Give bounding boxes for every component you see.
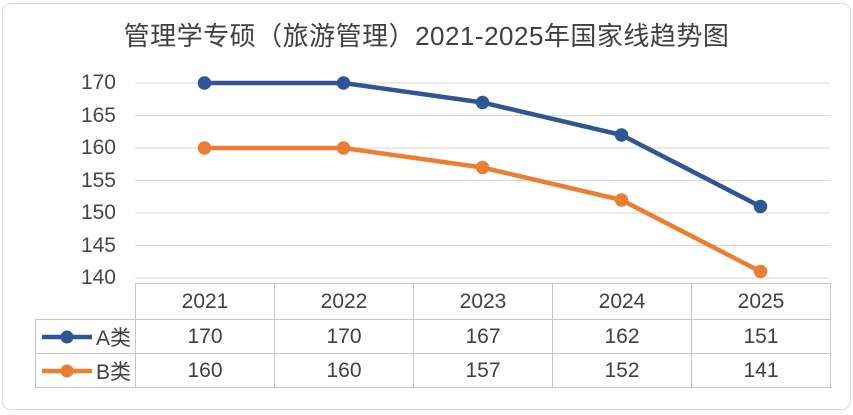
legend-line-marker-icon — [42, 364, 92, 377]
y-axis-tick-label: 145 — [80, 233, 116, 257]
legend-label: B类 — [96, 360, 132, 384]
table-value-cell: 160 — [135, 353, 275, 388]
legend-label: A类 — [96, 326, 132, 350]
table-header-year: 2022 — [274, 283, 414, 320]
y-axis-tick-label: 140 — [80, 266, 116, 289]
y-axis-tick-label: 165 — [80, 103, 116, 127]
table-corner-cell — [36, 284, 136, 320]
table-value-cell: 170 — [135, 319, 275, 354]
legend-line-marker-icon — [42, 330, 92, 343]
legend-key-cell: B类 — [35, 353, 136, 388]
legend-key-cell: A类 — [35, 319, 136, 354]
table-value-cell: 141 — [691, 353, 831, 388]
table-header-year: 2024 — [552, 283, 692, 320]
table-row-series-1: B类 160 160 157 152 141 — [35, 353, 831, 388]
table-header-year: 2025 — [691, 283, 831, 320]
y-axis-tick-label: 150 — [80, 201, 116, 224]
table-header-year: 2023 — [413, 283, 553, 320]
chart-title: 管理学专硕（旅游管理）2021-2025年国家线趋势图 — [123, 21, 730, 51]
y-axis-tick-label: 170 — [80, 71, 116, 94]
y-axis-tick-label: 160 — [80, 136, 116, 159]
table-value-cell: 167 — [413, 319, 553, 354]
data-table: 2021 2022 2023 2024 2025 A类 170 170 167 162 151 B类 1… — [35, 283, 831, 388]
table-header-year: 2021 — [135, 283, 275, 320]
table-value-cell: 151 — [691, 319, 831, 354]
y-axis-tick-label: 155 — [80, 168, 116, 192]
table-row-series-0: A类 170 170 167 162 151 — [35, 319, 831, 354]
table-value-cell: 170 — [274, 319, 414, 354]
table-value-cell: 160 — [274, 353, 414, 388]
table-header-row: 2021 2022 2023 2024 2025 — [36, 283, 831, 320]
table-value-cell: 152 — [552, 353, 692, 388]
table-value-cell: 162 — [552, 319, 692, 354]
table-value-cell: 157 — [413, 353, 553, 388]
